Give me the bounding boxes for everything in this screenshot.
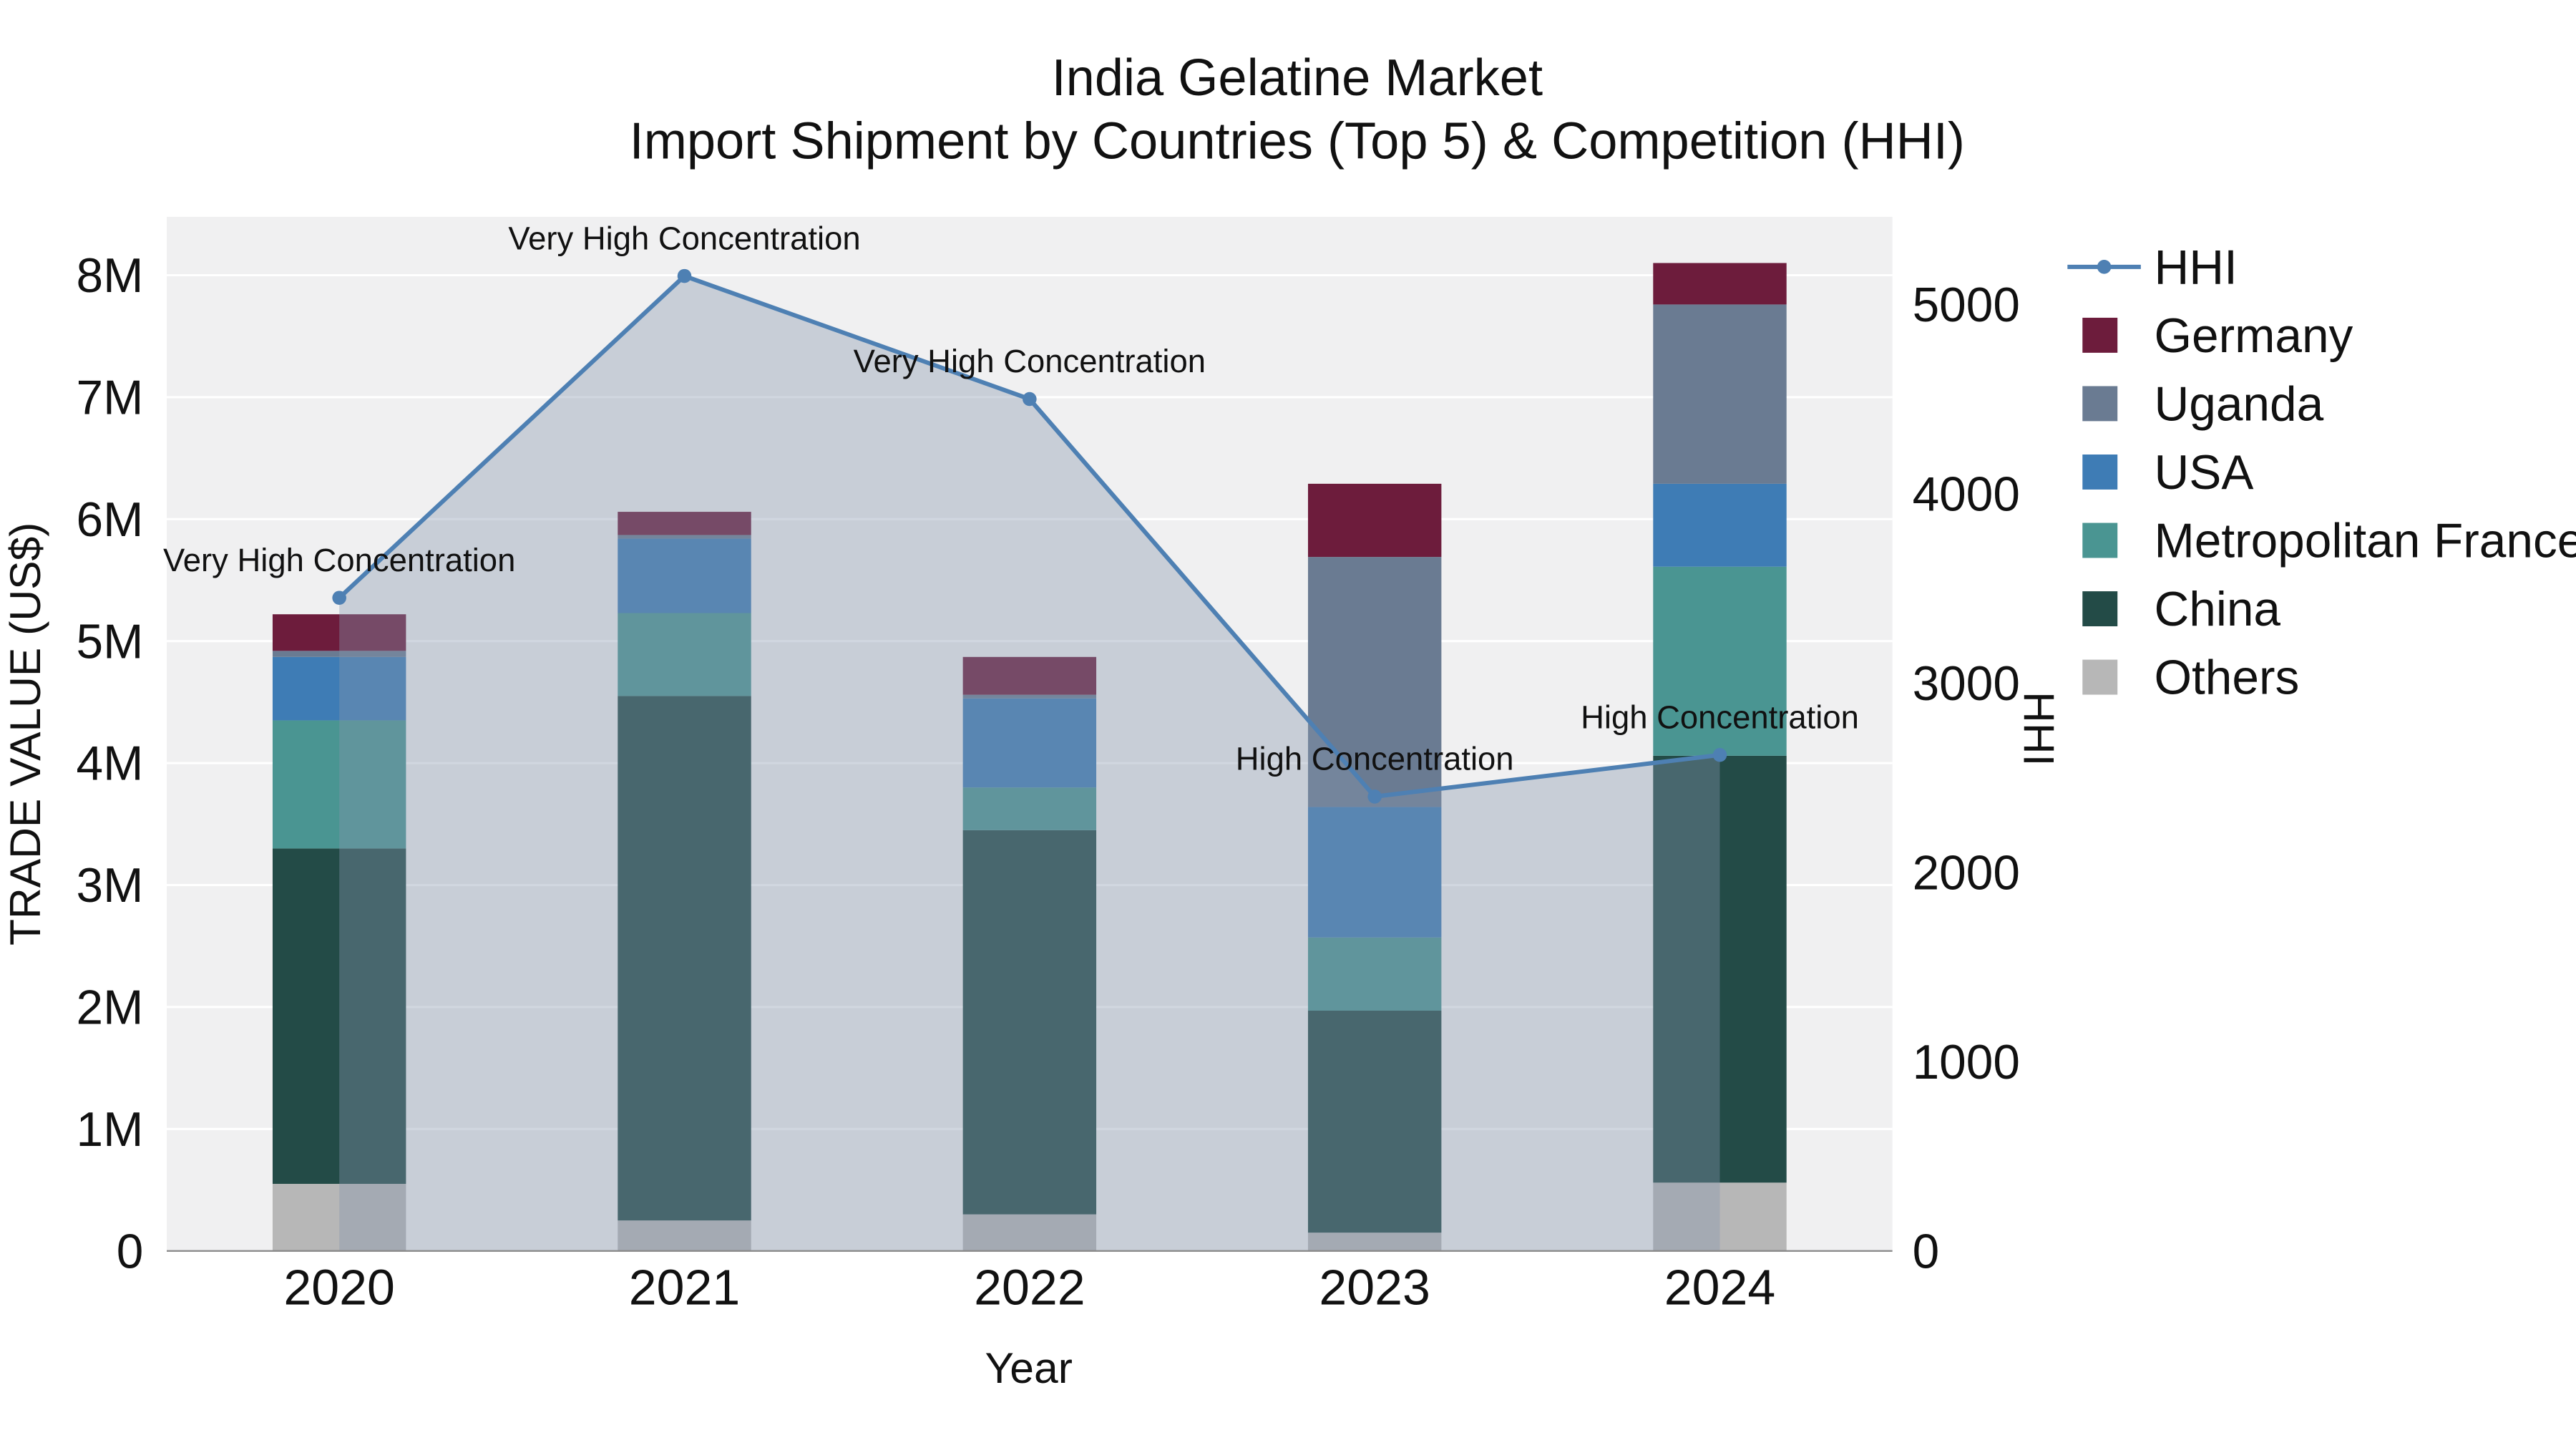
bar-segment-germany-2023[interactable] (1307, 483, 1442, 558)
legend-item-hhi[interactable]: HHI (2067, 240, 2238, 294)
bar-segment-others-2020[interactable] (272, 1183, 406, 1251)
hhi-legend-marker-icon (2097, 260, 2112, 274)
bar-segment-usa-2024[interactable] (1653, 483, 1787, 567)
legend-label: China (2154, 583, 2280, 636)
legend-label: HHI (2154, 240, 2237, 294)
bar-segment-china-2023[interactable] (1307, 1011, 1442, 1233)
x-tick-label: 2024 (1664, 1259, 1775, 1315)
bar-segment-uganda-2020[interactable] (272, 651, 406, 657)
y-left-tick-label: 1M (77, 1103, 144, 1157)
y-left-tick-label: 8M (77, 249, 144, 303)
bar-segment-china-2024[interactable] (1653, 755, 1787, 1183)
y-left-axis-label: TRADE VALUE (US$) (1, 523, 49, 946)
stacked-bars (272, 263, 1787, 1251)
bar-segment-uganda-2024[interactable] (1653, 304, 1787, 484)
bar-segment-usa-2023[interactable] (1307, 807, 1442, 938)
chart-title-line2: Import Shipment by Countries (Top 5) & C… (630, 112, 1965, 170)
bar-segment-china-2020[interactable] (272, 848, 406, 1184)
bar-segment-uganda-2022[interactable] (962, 694, 1097, 699)
y-left-tick-label: 0 (117, 1225, 144, 1278)
y-left-tick-label: 2M (77, 981, 144, 1035)
x-tick-label: 2020 (283, 1259, 394, 1315)
bar-segment-china-2022[interactable] (962, 830, 1097, 1215)
legend-swatch-icon (2082, 454, 2118, 490)
bar-segment-metropolitan-france-2023[interactable] (1307, 937, 1442, 1011)
annotation-2021: Very High Concentration (508, 220, 860, 256)
bar-segment-others-2022[interactable] (962, 1214, 1097, 1251)
bar-segment-germany-2024[interactable] (1653, 263, 1787, 305)
legend-label: Uganda (2154, 378, 2323, 432)
legend-label: USA (2154, 446, 2253, 500)
legend-item-usa[interactable]: USA (2082, 446, 2253, 500)
bar-segment-metropolitan-france-2024[interactable] (1653, 566, 1787, 756)
bar-segment-usa-2020[interactable] (272, 656, 406, 721)
legend-item-uganda[interactable]: Uganda (2082, 378, 2324, 432)
y-right-tick-label: 5000 (1913, 278, 2020, 332)
x-axis-label: Year (985, 1343, 1072, 1392)
bar-segment-usa-2022[interactable] (962, 698, 1097, 788)
x-tick-label: 2022 (974, 1259, 1085, 1315)
bar-segment-germany-2022[interactable] (962, 656, 1097, 695)
bar-segment-others-2024[interactable] (1653, 1182, 1787, 1251)
bar-segment-metropolitan-france-2020[interactable] (272, 720, 406, 849)
x-tick-label: 2021 (629, 1259, 740, 1315)
y-right-tick-label: 1000 (1913, 1036, 2020, 1089)
bar-segment-metropolitan-france-2021[interactable] (618, 613, 751, 696)
bar-segment-uganda-2023[interactable] (1307, 557, 1442, 807)
annotation-2023: High Concentration (1236, 741, 1514, 777)
hhi-marker-2021[interactable] (677, 268, 692, 283)
x-tick-label: 2023 (1319, 1259, 1430, 1315)
legend-label: Metropolitan France (2154, 515, 2576, 568)
annotation-2024: High Concentration (1581, 699, 1859, 735)
y-right-tick-label: 2000 (1913, 846, 2020, 900)
y-right-tick-label: 0 (1913, 1225, 1940, 1278)
legend-swatch-icon (2082, 523, 2118, 558)
y-left-tick-label: 5M (77, 615, 144, 669)
y-right-tick-label: 3000 (1913, 657, 2020, 711)
bar-segment-uganda-2021[interactable] (618, 535, 751, 539)
hhi-area (339, 276, 1720, 1251)
legend-item-others[interactable]: Others (2082, 651, 2299, 705)
hhi-marker-2022[interactable] (1023, 392, 1037, 407)
legend-swatch-icon (2082, 659, 2118, 695)
bar-segment-china-2021[interactable] (618, 696, 751, 1221)
hhi-overlay (332, 268, 1727, 1251)
axis-ticks: 0 1M 2M 3M 4M 5M 6M 7M 8M 0 1000 2000 3000 4000 5000 20… (77, 249, 2020, 1315)
bar-segment-usa-2021[interactable] (618, 538, 751, 613)
chart-title-line1: India Gelatine Market (1052, 49, 1543, 107)
bar-segment-germany-2021[interactable] (618, 512, 751, 535)
y-left-tick-label: 4M (77, 737, 144, 791)
y-left-tick-label: 7M (77, 371, 144, 425)
legend-swatch-icon (2082, 386, 2118, 422)
legend-item-germany[interactable]: Germany (2082, 309, 2353, 363)
annotation-2022: Very High Concentration (854, 343, 1206, 379)
y-right-tick-label: 4000 (1913, 467, 2020, 521)
hhi-marker-2024[interactable] (1712, 747, 1727, 762)
bar-segment-metropolitan-france-2022[interactable] (962, 787, 1097, 830)
legend-swatch-icon (2082, 591, 2118, 627)
legend-label: Germany (2154, 309, 2353, 363)
hhi-marker-2023[interactable] (1367, 789, 1382, 804)
legend-item-metropolitan-france[interactable]: Metropolitan France (2082, 515, 2576, 568)
hhi-marker-2020[interactable] (332, 591, 346, 606)
legend-swatch-icon (2082, 317, 2118, 353)
annotation-2020: Very High Concentration (163, 542, 515, 578)
y-left-tick-label: 6M (77, 493, 144, 547)
y-right-axis-label: HHI (2015, 691, 2064, 766)
annotations: Very High Concentration Very High Concent… (163, 220, 1859, 777)
legend-item-china[interactable]: China (2082, 583, 2280, 636)
legend: HHI Germany Uganda USA Metropolitan France Ch… (2067, 240, 2576, 705)
bar-segment-others-2023[interactable] (1307, 1233, 1442, 1251)
legend-label: Others (2154, 651, 2299, 705)
bar-segment-germany-2020[interactable] (272, 614, 406, 651)
bar-segment-others-2021[interactable] (618, 1220, 751, 1251)
y-left-tick-label: 3M (77, 859, 144, 913)
